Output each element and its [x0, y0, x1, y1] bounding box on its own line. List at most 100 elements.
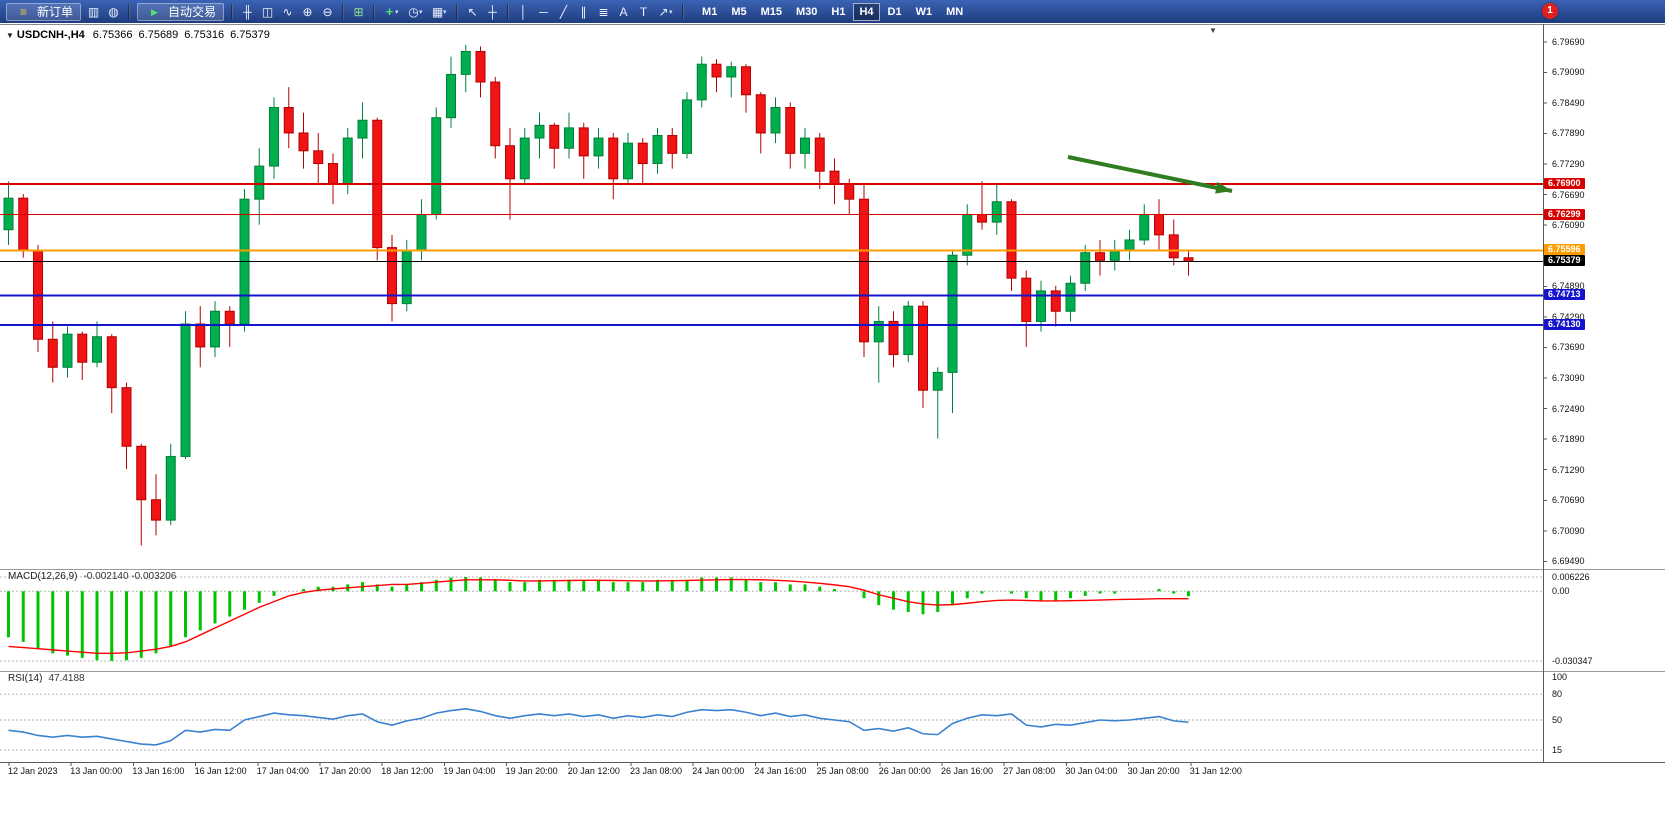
timeframe-m15[interactable]: M15: [760, 5, 782, 18]
indicators-icon[interactable]: +: [385, 3, 394, 19]
templates-caret-icon[interactable]: ▾: [443, 8, 447, 16]
high-value: 6.75689: [138, 29, 179, 41]
price-axis-label: 6.71890: [1552, 434, 1585, 445]
notification-badge[interactable]: 1: [1542, 3, 1558, 19]
trend-arrow-annotation[interactable]: [1067, 155, 1233, 194]
vertical-line-icon[interactable]: │: [519, 4, 528, 19]
price-axis-label: 6.73690: [1552, 342, 1585, 353]
timeframe-m1[interactable]: M1: [702, 5, 718, 18]
text-label-icon[interactable]: T: [639, 4, 648, 19]
price-axis-label: 6.76690: [1552, 189, 1585, 200]
price-tag: 6.76900: [1544, 177, 1585, 189]
rsi-axis-label: 50: [1552, 715, 1563, 725]
chart-shift-marker-icon[interactable]: ▼: [1209, 26, 1217, 35]
macd-indicator-label: MACD(12,26,9) -0.002140 -0.003206: [8, 571, 176, 582]
tile-windows-icon[interactable]: ⊞: [353, 4, 364, 19]
price-tag: 6.75596: [1544, 244, 1585, 256]
macd-axis-label: 0.006226: [1552, 572, 1590, 582]
price-axis-label: 6.72490: [1552, 403, 1585, 414]
horizontal-line-icon[interactable]: ─: [539, 4, 548, 19]
toolbar-separator: [128, 4, 131, 19]
toolbar-separator: [507, 4, 510, 19]
new-chart-icon[interactable]: ▥: [87, 4, 100, 19]
auto-trading-icon: ▶: [151, 6, 158, 17]
rsi-indicator-label: RSI(14) 47.4188: [8, 673, 85, 684]
main-toolbar: ≡ 新订单 ▥ ◍ ▶ 自动交易 ╫ ◫ ∿ ⊕ ⊖ ⊞ + ▾ ◷ ▾ ▦ ▾ ↖ …: [0, 0, 1665, 23]
timeframe-d1[interactable]: D1: [887, 5, 902, 18]
close-value: 6.75379: [230, 29, 270, 41]
rsi-value: 47.4188: [48, 673, 85, 684]
candlestick-chart-icon[interactable]: ◫: [261, 4, 274, 19]
zoom-out-icon[interactable]: ⊖: [322, 4, 333, 19]
new-order-button[interactable]: ≡ 新订单: [6, 2, 82, 21]
price-axis-label: 6.76090: [1552, 220, 1585, 231]
chart-frame: [0, 24, 1665, 766]
price-tag: 6.74713: [1544, 289, 1585, 301]
auto-trading-button[interactable]: ▶ 自动交易: [137, 2, 225, 21]
cursor-icon[interactable]: ↖: [467, 4, 478, 19]
toolbar-separator: [456, 4, 459, 19]
arrows-icon[interactable]: ↗: [658, 4, 669, 19]
line-chart-icon[interactable]: ∿: [282, 4, 293, 19]
macd-name: MACD(12,26,9): [8, 571, 78, 582]
price-axis-label: 6.79690: [1552, 36, 1585, 47]
collapse-arrow-icon[interactable]: ▼: [6, 31, 14, 40]
indicators-caret-icon[interactable]: ▾: [395, 8, 399, 16]
arrows-caret-icon[interactable]: ▾: [669, 8, 673, 16]
price-axis-label: 6.70090: [1552, 525, 1585, 536]
horizontal-level-lines[interactable]: [0, 182, 1543, 327]
chart-title: ▼ USDCNH-,H4 6.75366 6.75689 6.75316 6.75379: [6, 29, 276, 41]
price-tag: 6.74130: [1544, 319, 1585, 331]
rsi-name: RSI(14): [8, 673, 43, 684]
periods-caret-icon[interactable]: ▾: [419, 8, 423, 16]
fibonacci-icon[interactable]: ≣: [598, 4, 609, 19]
price-axis-label: 6.79090: [1552, 67, 1585, 78]
price-axis-label: 6.74890: [1552, 281, 1585, 292]
price-tag: 6.75379: [1544, 255, 1585, 267]
trendline-icon[interactable]: ╱: [559, 4, 568, 19]
timeframe-h1[interactable]: H1: [831, 5, 846, 18]
open-value: 6.75366: [92, 29, 133, 41]
auto-trading-label: 自动交易: [168, 5, 217, 19]
price-tag: 6.76299: [1544, 208, 1585, 220]
timeframe-mn[interactable]: MN: [946, 5, 964, 18]
text-icon[interactable]: A: [619, 4, 628, 19]
periods-icon[interactable]: ◷: [408, 4, 419, 19]
bar-chart-icon[interactable]: ╫: [243, 4, 252, 19]
price-axis-label: 6.73090: [1552, 372, 1585, 383]
new-order-label: 新订单: [37, 5, 74, 19]
templates-icon[interactable]: ▦: [431, 4, 444, 19]
timeframe-w1[interactable]: W1: [915, 5, 933, 18]
crosshair-icon[interactable]: ┼: [488, 4, 497, 19]
macd-axis-label: 0.00: [1552, 586, 1570, 597]
price-axis-label: 6.77290: [1552, 159, 1585, 170]
price-axis-label: 6.78490: [1552, 97, 1585, 108]
rsi-axis-label: 15: [1552, 745, 1563, 756]
symbol-period-label: USDCNH-,H4: [16, 29, 85, 41]
price-axis-label: 6.74290: [1552, 311, 1585, 322]
timeframe-m5[interactable]: M5: [731, 5, 747, 18]
profiles-icon[interactable]: ◍: [108, 4, 119, 19]
new-order-icon: ≡: [19, 4, 27, 19]
toolbar-separator: [231, 4, 234, 19]
timeframe-h4[interactable]: H4: [853, 2, 880, 21]
zoom-in-icon[interactable]: ⊕: [302, 4, 313, 19]
price-axis-label: 6.70690: [1552, 495, 1585, 506]
macd-panel[interactable]: [0, 576, 1543, 662]
toolbar-separator: [373, 4, 376, 19]
rsi-panel[interactable]: [0, 693, 1543, 751]
macd-axis-label: -0.030347: [1552, 656, 1593, 666]
rsi-axis-label: 100: [1552, 672, 1568, 682]
toolbar-separator: [682, 4, 685, 19]
price-axis-label: 6.77890: [1552, 128, 1585, 139]
rsi-axis-label: 80: [1552, 689, 1563, 700]
low-value: 6.75316: [184, 29, 225, 41]
equidistant-channel-icon[interactable]: ∥: [580, 4, 587, 19]
timeframe-m30[interactable]: M30: [796, 5, 818, 18]
price-axis-label: 6.71290: [1552, 464, 1585, 475]
toolbar-separator: [342, 4, 345, 19]
price-axis[interactable]: 6.79690 6.79090 6.78490 6.77890 6.77290 6.766…: [1543, 0, 1665, 833]
timeframe-group: M1 M5 M15 M30 H1 H4 D1 W1 MN: [695, 2, 970, 21]
